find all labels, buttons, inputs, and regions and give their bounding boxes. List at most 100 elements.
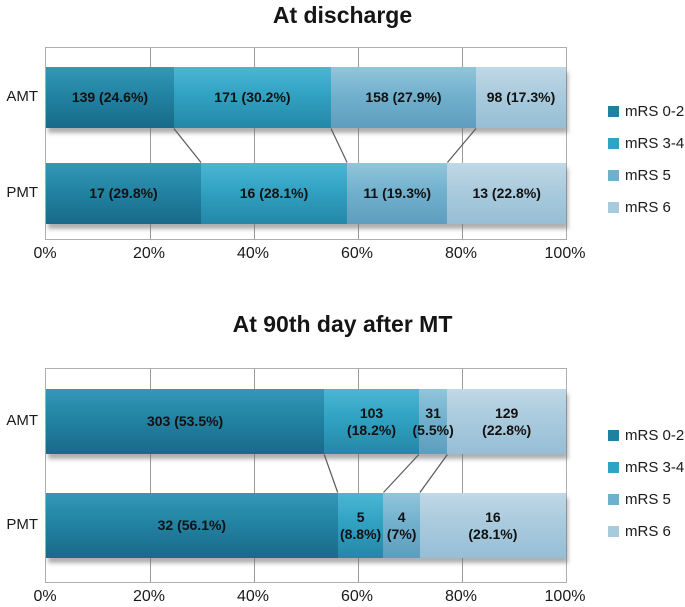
- legend-label: mRS 3-4: [625, 134, 685, 152]
- connector-line: [173, 128, 202, 163]
- bar-segment-label: 129 (22.8%): [482, 404, 532, 438]
- bar-segment-label: 5 (8.8%): [339, 508, 382, 542]
- legend-swatch-icon: [608, 105, 619, 117]
- x-axis-tick-label: 60%: [340, 245, 374, 262]
- x-axis-tick-label: 60%: [340, 588, 374, 605]
- bar-segment-label: 98 (17.3%): [486, 89, 556, 105]
- legend-item: mRS 3-4: [608, 127, 684, 159]
- bar-segment: 17 (29.8%): [46, 163, 201, 224]
- bar-segment: 4 (7%): [383, 493, 420, 558]
- bar-segment-label: 103 (18.2%): [346, 404, 397, 438]
- bar-segment-label: 4 (7%): [386, 508, 417, 542]
- gridline: [461, 369, 463, 582]
- chart-at-90th-day: At 90th day after MT 303 (53.5%) 103 (18.2…: [0, 295, 685, 607]
- plot-area: 139 (24.6%) 171 (30.2%) 158 (27.9%) 98 (17.…: [45, 47, 567, 240]
- gridline: [253, 369, 255, 582]
- chart-title: At discharge: [272, 2, 413, 28]
- legend-item: mRS 6: [608, 191, 684, 223]
- legend-swatch-icon: [608, 201, 619, 213]
- gridline: [461, 48, 463, 239]
- bar-segment: 16 (28.1%): [419, 493, 566, 558]
- legend-item: mRS 3-4: [608, 451, 684, 483]
- bar-segment: 11 (19.3%): [347, 163, 448, 224]
- connector-line: [323, 454, 339, 493]
- x-axis-tick-label: 40%: [236, 588, 270, 605]
- chart-at-discharge: At discharge 139 (24.6%) 171 (30.2%) 158 (…: [0, 0, 685, 290]
- legend-swatch-icon: [608, 429, 619, 441]
- gridline: [357, 48, 359, 239]
- x-axis-tick-label: 0%: [33, 245, 57, 262]
- legend-swatch-icon: [608, 493, 619, 505]
- segment-connector-lines: [323, 454, 448, 493]
- connector-line: [330, 128, 348, 163]
- category-label: AMT: [6, 411, 38, 429]
- legend-swatch-icon: [608, 461, 619, 473]
- x-axis-tick-label: 100%: [544, 245, 586, 262]
- category-label: PMT: [6, 183, 38, 201]
- bar-segment: 303 (53.5%): [46, 389, 325, 454]
- bar-row: 17 (29.8%) 16 (28.1%) 11 (19.3%) 13 (22.8%): [46, 163, 566, 224]
- x-axis-tick-label: 0%: [33, 588, 57, 605]
- legend-label: mRS 3-4: [625, 458, 685, 476]
- connector-line: [419, 454, 448, 493]
- legend-item: mRS 0-2: [608, 95, 684, 127]
- bar-segment-label: 32 (56.1%): [157, 517, 227, 533]
- legend-swatch-icon: [608, 525, 619, 537]
- bar-row: 303 (53.5%) 103 (18.2%) 31 (5.5%) 129 (22.8%): [46, 389, 566, 454]
- bar-segment-label: 31 (5.5%): [412, 404, 454, 438]
- plot-area: 303 (53.5%) 103 (18.2%) 31 (5.5%) 129 (22.8%) 3…: [45, 368, 567, 583]
- bar-row: 32 (56.1%) 5 (8.8%) 4 (7%) 16 (28.1%): [46, 493, 566, 558]
- bar-segment: 32 (56.1%): [46, 493, 338, 558]
- gridline: [149, 48, 151, 239]
- x-axis-tick-label: 20%: [132, 588, 166, 605]
- legend-item: mRS 5: [608, 159, 684, 191]
- connector-line: [446, 128, 477, 163]
- segment-connector-lines: [173, 128, 477, 163]
- bar-segment-label: 13 (22.8%): [472, 185, 541, 201]
- legend-swatch-icon: [608, 137, 619, 149]
- bar-segment-label: 158 (27.9%): [365, 89, 442, 105]
- x-axis-tick-label: 80%: [444, 588, 478, 605]
- bar-segment-label: 11 (19.3%): [363, 185, 432, 201]
- legend-item: mRS 5: [608, 483, 684, 515]
- x-axis-tick-label: 40%: [236, 245, 270, 262]
- legend-label: mRS 0-2: [625, 102, 685, 120]
- gridline: [149, 369, 151, 582]
- legend-label: mRS 6: [625, 522, 671, 540]
- bar-segment: 31 (5.5%): [413, 389, 454, 454]
- legend: mRS 0-2 mRS 3-4 mRS 5 mRS 6: [608, 419, 684, 547]
- connector-line: [383, 454, 420, 493]
- bar-segment: 139 (24.6%): [46, 67, 174, 128]
- legend-item: mRS 6: [608, 515, 684, 547]
- bar-segment-label: 16 (28.1%): [468, 508, 518, 542]
- bar-segment: 103 (18.2%): [324, 389, 419, 454]
- category-label: PMT: [6, 515, 38, 533]
- legend-item: mRS 0-2: [608, 419, 684, 451]
- gridline: [357, 369, 359, 582]
- x-axis-tick-label: 100%: [544, 588, 586, 605]
- bar-segment-label: 139 (24.6%): [71, 89, 149, 105]
- bar-row: 139 (24.6%) 171 (30.2%) 158 (27.9%) 98 (17.…: [46, 67, 566, 128]
- bar-segment: 98 (17.3%): [476, 67, 566, 128]
- legend-label: mRS 5: [625, 166, 671, 184]
- bar-segment-label: 16 (28.1%): [239, 185, 309, 201]
- bar-segment: 16 (28.1%): [200, 163, 348, 224]
- bar-segment-label: 17 (29.8%): [89, 185, 158, 201]
- x-axis-tick-label: 20%: [132, 245, 166, 262]
- bar-segment-label: 303 (53.5%): [146, 413, 224, 429]
- legend-label: mRS 5: [625, 490, 671, 508]
- legend-label: mRS 0-2: [625, 426, 685, 444]
- bar-segment: 13 (22.8%): [447, 163, 566, 224]
- legend: mRS 0-2 mRS 3-4 mRS 5 mRS 6: [608, 95, 684, 223]
- chart-title: At 90th day after MT: [232, 311, 453, 337]
- category-label: AMT: [6, 87, 38, 105]
- bar-segment: 171 (30.2%): [173, 67, 331, 128]
- bar-segment-label: 171 (30.2%): [214, 89, 291, 105]
- legend-swatch-icon: [608, 169, 619, 181]
- bar-segment: 129 (22.8%): [447, 389, 566, 454]
- bar-segment: 5 (8.8%): [337, 493, 384, 558]
- legend-label: mRS 6: [625, 198, 671, 216]
- gridline: [253, 48, 255, 239]
- bar-segment: 158 (27.9%): [330, 67, 477, 128]
